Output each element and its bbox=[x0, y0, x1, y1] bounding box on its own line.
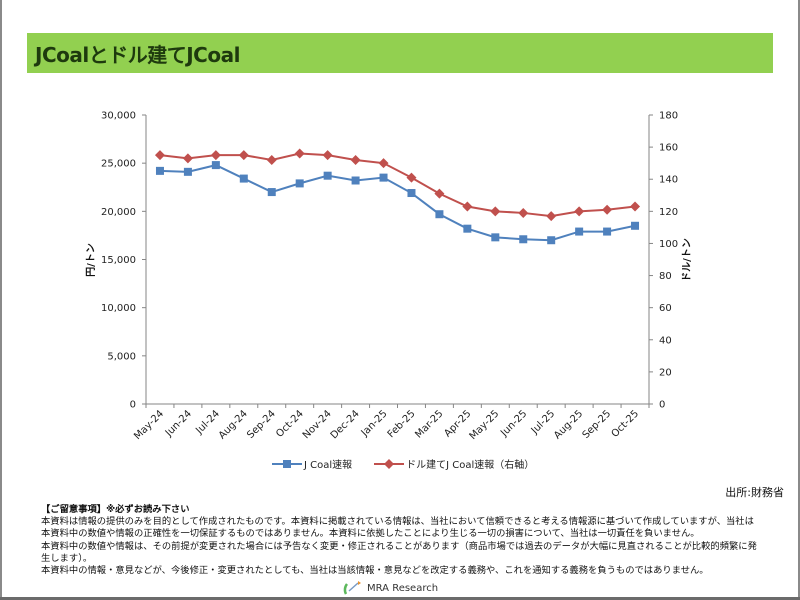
x-tick-label: May-25 bbox=[468, 408, 502, 442]
data-point-diamond bbox=[630, 201, 641, 212]
x-tick-label: Aug-24 bbox=[217, 408, 250, 441]
legend-label-usd: ドル建てJ Coal速報（右軸） bbox=[406, 460, 535, 471]
data-point-diamond bbox=[154, 150, 165, 161]
x-tick-label: Mar-25 bbox=[413, 408, 445, 440]
data-point-square bbox=[631, 221, 640, 230]
x-tick-label: Jan-25 bbox=[359, 408, 390, 439]
data-point-square bbox=[519, 235, 528, 244]
data-point-square bbox=[547, 236, 556, 245]
data-point-diamond bbox=[406, 172, 417, 183]
frame-left-border bbox=[0, 0, 2, 600]
data-point-square bbox=[575, 227, 584, 236]
data-point-diamond bbox=[182, 153, 193, 164]
data-point-diamond bbox=[602, 204, 613, 215]
footer-logo-text: MRA Research bbox=[367, 582, 439, 594]
data-point-diamond bbox=[518, 207, 529, 218]
y-left-tick-label: 0 bbox=[130, 400, 136, 411]
y-right-tick-label: 40 bbox=[659, 335, 672, 346]
data-point-diamond bbox=[378, 158, 389, 169]
data-point-square bbox=[211, 161, 220, 170]
frame-right-border bbox=[798, 0, 800, 600]
data-point-square bbox=[379, 173, 388, 182]
y-right-tick-label: 160 bbox=[659, 143, 678, 154]
chart-legend: J Coal速報 ドル建てJ Coal速報（右軸） bbox=[272, 456, 534, 471]
data-point-diamond bbox=[490, 206, 501, 217]
page-title: JCoalとドル建てJCoal bbox=[35, 43, 240, 67]
y-right-tick-label: 180 bbox=[659, 111, 678, 122]
y-axis-right-title: ドル/トン bbox=[681, 238, 693, 282]
y-right-tick-label: 60 bbox=[659, 303, 672, 314]
data-point-square bbox=[155, 166, 164, 175]
x-tick-label: Feb-25 bbox=[386, 408, 418, 440]
x-tick-label: Sep-25 bbox=[581, 408, 614, 441]
data-point-diamond bbox=[322, 150, 333, 161]
disclaimer-line: 本資料中の情報・意見などが、今後修正・変更されたとしても、当社は当該情報・意見な… bbox=[41, 565, 709, 577]
disclaimer-heading: 【ご留意事項】※必ずお読み下さい bbox=[41, 504, 190, 515]
frame-bottom-border bbox=[0, 597, 800, 600]
y-right-tick-label: 120 bbox=[659, 207, 678, 218]
x-tick-label: Nov-24 bbox=[301, 408, 334, 441]
data-point-square bbox=[603, 227, 612, 236]
data-point-square bbox=[267, 188, 276, 197]
data-point-diamond bbox=[434, 188, 445, 199]
y-right-tick-label: 20 bbox=[659, 367, 672, 378]
y-right-tick-label: 140 bbox=[659, 175, 678, 186]
y-right-tick-label: 100 bbox=[659, 239, 678, 250]
y-right-tick-label: 80 bbox=[659, 271, 672, 282]
legend-item-yen: J Coal速報 bbox=[272, 456, 352, 471]
x-tick-label: May-24 bbox=[132, 408, 166, 442]
y-left-tick-label: 10,000 bbox=[101, 303, 136, 314]
legend-label-yen: J Coal速報 bbox=[304, 460, 353, 471]
y-left-tick-label: 15,000 bbox=[101, 255, 136, 266]
y-left-tick-label: 30,000 bbox=[101, 111, 136, 122]
legend-square-marker-icon bbox=[272, 459, 302, 468]
x-tick-label: Jun-25 bbox=[498, 408, 529, 439]
data-point-diamond bbox=[462, 201, 473, 212]
data-point-square bbox=[295, 179, 304, 188]
data-point-diamond bbox=[546, 211, 557, 222]
data-point-diamond bbox=[350, 154, 361, 165]
disclaimer-line: 本資料中の数値や情報は、その前提が変更された場合には予告なく変更・修正されること… bbox=[41, 540, 757, 564]
disclaimer: 【ご留意事項】※必ずお読み下さい 本資料は情報の提供のみを目的として作成されたも… bbox=[41, 504, 761, 577]
data-point-diamond bbox=[210, 150, 221, 161]
data-point-square bbox=[323, 171, 332, 180]
title-bar: JCoalとドル建てJCoal bbox=[27, 33, 773, 73]
data-point-diamond bbox=[574, 206, 585, 217]
footer-logo: MRA Research bbox=[343, 580, 438, 596]
chart-series bbox=[154, 148, 641, 245]
data-point-square bbox=[239, 174, 248, 183]
x-tick-label: Aug-25 bbox=[552, 408, 585, 441]
y-right-tick-label: 0 bbox=[659, 400, 665, 411]
y-left-tick-label: 20,000 bbox=[101, 207, 136, 218]
data-point-diamond bbox=[294, 148, 305, 159]
source-note: 出所:財務省 bbox=[725, 486, 784, 499]
x-tick-label: Dec-24 bbox=[329, 408, 362, 441]
y-left-tick-label: 25,000 bbox=[101, 159, 136, 170]
x-tick-label: Jun-24 bbox=[163, 408, 194, 439]
data-point-square bbox=[407, 189, 416, 198]
data-point-diamond bbox=[266, 154, 277, 165]
disclaimer-line: 本資料は情報の提供のみを目的として作成されたものです。本資料に掲載されている情報… bbox=[41, 516, 754, 540]
y-left-tick-label: 5,000 bbox=[107, 351, 136, 362]
legend-item-usd: ドル建てJ Coal速報（右軸） bbox=[374, 456, 534, 471]
series-line-0 bbox=[159, 164, 636, 242]
data-point-diamond bbox=[238, 150, 249, 161]
legend-diamond-marker-icon bbox=[374, 458, 405, 469]
data-point-square bbox=[183, 167, 192, 176]
mra-logo-icon bbox=[343, 581, 361, 595]
x-tick-label: Oct-25 bbox=[610, 408, 642, 440]
data-point-square bbox=[491, 233, 500, 242]
data-point-square bbox=[435, 210, 444, 219]
y-axis-left-title: 円/トン bbox=[85, 243, 97, 277]
data-point-square bbox=[351, 176, 360, 185]
data-point-square bbox=[463, 224, 472, 233]
x-tick-label: Sep-24 bbox=[245, 408, 278, 441]
